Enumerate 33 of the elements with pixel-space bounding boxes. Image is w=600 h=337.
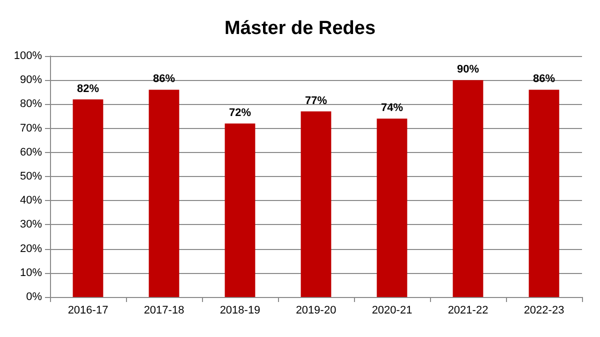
y-tick-label: 0% — [26, 291, 42, 303]
y-tick-label: 30% — [20, 218, 42, 231]
x-tick-label: 2020-21 — [372, 304, 412, 316]
data-label: 77% — [304, 94, 328, 107]
y-tick-label: 90% — [20, 74, 42, 86]
x-tick-label: 2016-17 — [68, 304, 108, 316]
y-tick-label: 20% — [20, 242, 42, 255]
x-tick-label: 2018-19 — [220, 304, 260, 316]
y-tick-label: 80% — [20, 98, 42, 110]
y-tick-label: 50% — [20, 170, 42, 182]
x-tick-label: 2017-18 — [144, 304, 184, 316]
x-tick-label: 2019-20 — [296, 304, 336, 316]
bar — [300, 111, 332, 297]
y-tick-label: 40% — [20, 194, 42, 207]
bar — [452, 80, 484, 297]
data-label: 86% — [152, 73, 176, 86]
bar — [148, 90, 180, 297]
x-tick-label: 2022-23 — [524, 304, 564, 316]
y-tick-label: 70% — [20, 122, 42, 134]
data-label: 72% — [228, 106, 252, 119]
bar — [72, 99, 104, 297]
y-tick-label: 60% — [20, 146, 42, 158]
bar — [528, 90, 560, 297]
data-label: 74% — [380, 102, 404, 114]
data-label: 82% — [76, 82, 100, 95]
bar — [376, 118, 408, 297]
bar — [224, 123, 256, 297]
y-tick-label: 10% — [20, 266, 42, 279]
x-tick-label: 2021-22 — [448, 304, 488, 316]
data-label: 86% — [532, 73, 556, 86]
data-label: 90% — [456, 64, 480, 76]
chart-title: Máster de Redes — [224, 18, 376, 39]
y-tick-label: 100% — [14, 50, 42, 62]
